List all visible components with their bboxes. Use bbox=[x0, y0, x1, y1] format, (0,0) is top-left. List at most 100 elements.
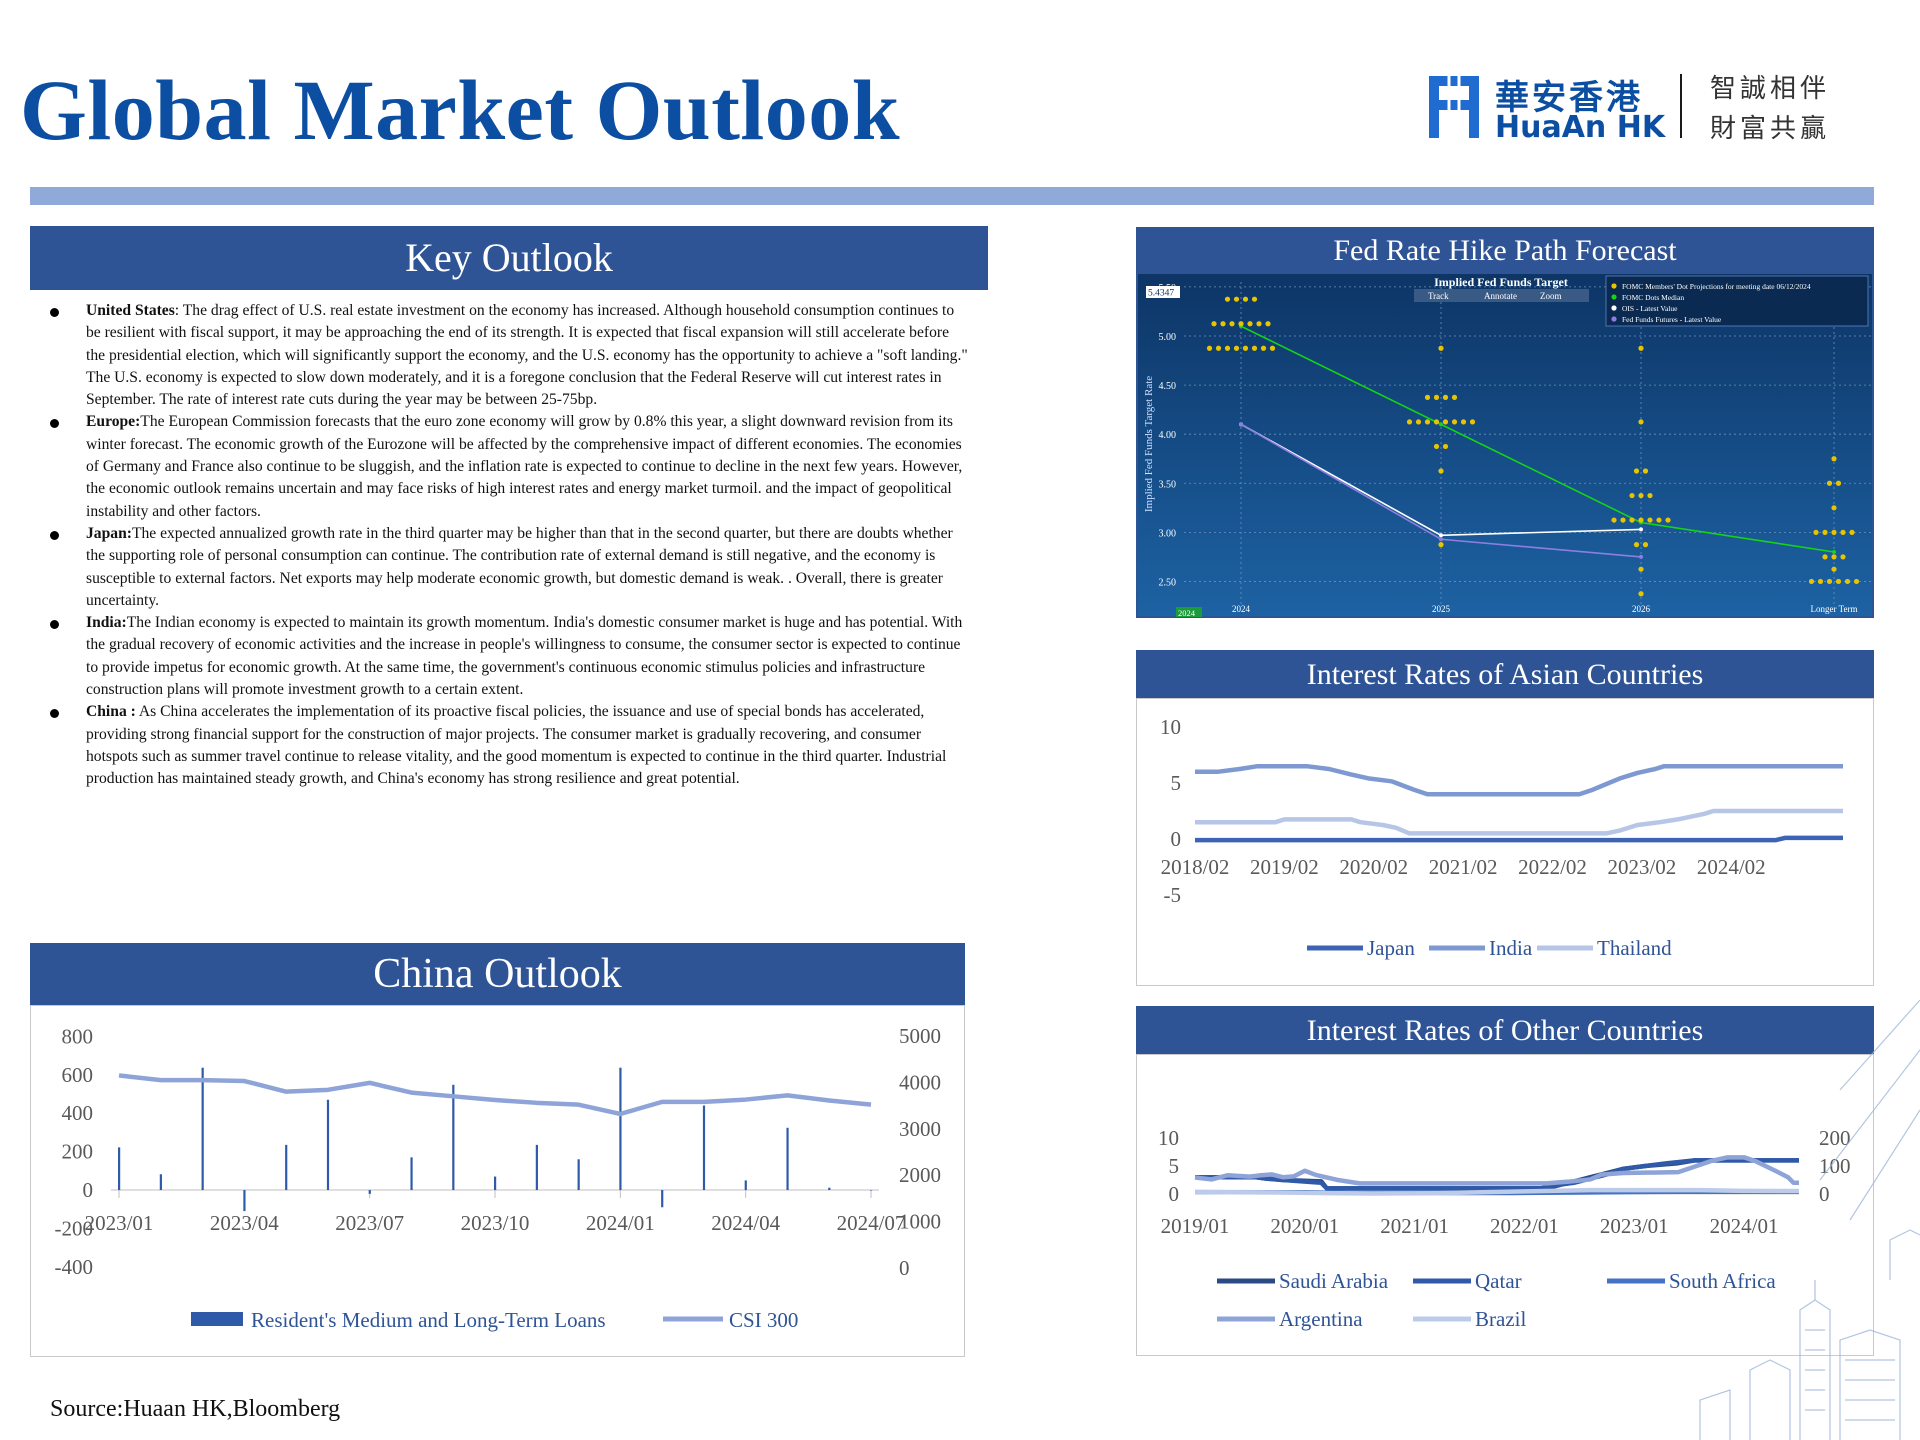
fed-dot-projection bbox=[1647, 517, 1653, 523]
asia-panel-header: Interest Rates of Asian Countries bbox=[1136, 650, 1874, 698]
fed-dot-projection bbox=[1415, 419, 1422, 425]
fed-xtick: Longer Term bbox=[1811, 604, 1858, 614]
china-loan-bar bbox=[702, 1105, 706, 1190]
china-right-ytick: 1000 bbox=[899, 1210, 941, 1234]
fed-dot-projection bbox=[1433, 419, 1440, 425]
fed-dot-projection bbox=[1460, 419, 1467, 425]
china-loan-bar bbox=[577, 1159, 580, 1190]
fed-dot-projection bbox=[1424, 419, 1431, 425]
china-right-ytick: 4000 bbox=[899, 1070, 941, 1094]
asia-line-japan bbox=[1195, 835, 1843, 843]
fed-dot-projection bbox=[1438, 542, 1444, 548]
fed-dot-projection bbox=[1835, 578, 1842, 585]
asia-ytick: 0 bbox=[1171, 827, 1182, 851]
fed-ytick: 3.50 bbox=[1159, 479, 1177, 490]
other-xtick: 2024/01 bbox=[1710, 1214, 1779, 1238]
fed-ytick: 3.00 bbox=[1159, 528, 1177, 539]
fed-dot-projection bbox=[1424, 394, 1431, 400]
fed-dot-projection bbox=[1211, 321, 1217, 327]
fed-dot-projection bbox=[1638, 591, 1644, 597]
fed-dot-projection bbox=[1831, 505, 1837, 511]
other-right-ytick: 200 bbox=[1819, 1126, 1851, 1150]
fed-screenshot-title: Implied Fed Funds Target bbox=[1434, 275, 1568, 289]
fed-dot-projection bbox=[1813, 529, 1819, 535]
china-outlook-chart: 8006004002000-200-4005000400030002000100… bbox=[55, 1024, 942, 1332]
key-outlook-list: United States: The drag effect of U.S. r… bbox=[50, 300, 970, 791]
key-outlook-title: Key Outlook bbox=[405, 235, 613, 280]
fed-series-point bbox=[1832, 550, 1836, 554]
fed-rate-chart: 2.503.003.504.004.505.005.50202420252026… bbox=[1138, 274, 1872, 618]
slogan-line1: 智誠相伴 bbox=[1710, 74, 1831, 104]
china-right-ytick: 0 bbox=[899, 1256, 910, 1280]
fed-dot-projection bbox=[1817, 578, 1824, 585]
cityscape-decoration bbox=[1699, 999, 1920, 1440]
other-left-ytick: 10 bbox=[1158, 1126, 1179, 1150]
fed-current-value-box bbox=[1146, 286, 1180, 298]
china-left-ytick: 800 bbox=[62, 1024, 94, 1048]
fed-series-point bbox=[1439, 422, 1443, 427]
asia-rates-chart: 10 5 0 -5 2018/02 2019/02 2020/02 2021/02 2022/0… bbox=[1160, 715, 1843, 960]
asia-ytick: -5 bbox=[1164, 883, 1182, 907]
china-loan-bar bbox=[494, 1176, 497, 1190]
fed-ytick: 4.50 bbox=[1159, 381, 1177, 392]
huaan-logo-icon bbox=[1429, 76, 1479, 138]
outlook-item-us: United States: The drag effect of U.S. r… bbox=[50, 300, 970, 411]
fed-dot-projection bbox=[1656, 517, 1662, 523]
logo-english-name: HuaAn HK bbox=[1495, 110, 1666, 145]
source-note: Source:Huaan HK,Bloomberg bbox=[50, 1396, 341, 1422]
china-csi300-line bbox=[118, 1073, 872, 1117]
china-right-ytick: 5000 bbox=[899, 1024, 941, 1048]
asia-chart-box: 10 5 0 -5 2018/02 2019/02 2020/02 2021/02 2022/0… bbox=[1136, 698, 1874, 986]
fed-series-point bbox=[1639, 554, 1643, 559]
fed-dot-projection bbox=[1629, 517, 1635, 523]
fed-ytick: 4.00 bbox=[1159, 430, 1177, 441]
fed-legend-marker bbox=[1611, 294, 1617, 300]
fed-dot-projection bbox=[1633, 542, 1640, 548]
fed-dot-projection bbox=[1638, 517, 1644, 523]
asia-legend-thailand: Thailand bbox=[1597, 936, 1672, 960]
asia-legend-india: India bbox=[1489, 936, 1533, 960]
china-loan-bar bbox=[786, 1127, 789, 1190]
logo-chinese-name: 華安香港 bbox=[1495, 78, 1643, 118]
fed-dot-projection bbox=[1831, 529, 1837, 535]
fed-dot-projection bbox=[1849, 529, 1855, 535]
fed-dot-projection bbox=[1831, 566, 1837, 572]
fed-dot-projection bbox=[1260, 345, 1267, 351]
fed-legend-label: FOMC Members' Dot Projections for meetin… bbox=[1622, 282, 1811, 291]
fed-dot-projection bbox=[1206, 345, 1213, 351]
fed-legend-marker bbox=[1611, 283, 1617, 289]
fed-legend-label: FOMC Dots Median bbox=[1622, 293, 1684, 302]
china-legend-loans: Resident's Medium and Long-Term Loans bbox=[251, 1308, 606, 1332]
china-xtick: 2023/07 bbox=[335, 1211, 404, 1235]
fed-dot-projection bbox=[1433, 443, 1440, 450]
fed-dot-projection bbox=[1215, 345, 1222, 351]
china-left-ytick: 200 bbox=[62, 1140, 94, 1164]
china-xtick: 2024/07 bbox=[837, 1211, 906, 1235]
logo-divider bbox=[1680, 74, 1682, 138]
fed-ytick: 2.50 bbox=[1159, 577, 1177, 588]
fed-ytick: 5.00 bbox=[1159, 332, 1177, 343]
china-xtick: 2023/01 bbox=[85, 1211, 154, 1235]
china-left-ytick: 600 bbox=[62, 1063, 94, 1087]
fed-dot-projection bbox=[1224, 345, 1231, 351]
china-loan-bar bbox=[452, 1084, 455, 1190]
page-title: Global Market Outlook bbox=[20, 62, 901, 158]
asia-ytick: 5 bbox=[1171, 771, 1182, 795]
fed-dot-projection bbox=[1442, 394, 1449, 400]
fed-series-point bbox=[1439, 533, 1443, 538]
fed-dot-projection bbox=[1647, 492, 1653, 499]
china-loan-bar bbox=[828, 1187, 831, 1190]
other-line-argentina bbox=[1194, 1155, 1799, 1186]
key-outlook-header: Key Outlook bbox=[30, 226, 988, 290]
outlook-item-china: China : As China accelerates the impleme… bbox=[50, 701, 970, 790]
other-line-brazil bbox=[1194, 1187, 1800, 1196]
fed-dot-projection bbox=[1665, 517, 1671, 523]
fed-dot-projection bbox=[1247, 321, 1253, 327]
china-left-ytick: 400 bbox=[62, 1101, 94, 1125]
fed-series-line bbox=[1240, 325, 1835, 553]
asia-line-thailand bbox=[1195, 808, 1843, 836]
fed-dot-projection bbox=[1633, 468, 1640, 474]
slogan-line2: 財富共贏 bbox=[1710, 114, 1831, 144]
fed-dot-projection bbox=[1438, 345, 1444, 351]
other-chart-box: 10 5 0 200 100 0 2019/01 2020/01 2021/01 2022/01 2… bbox=[1136, 1054, 1874, 1356]
